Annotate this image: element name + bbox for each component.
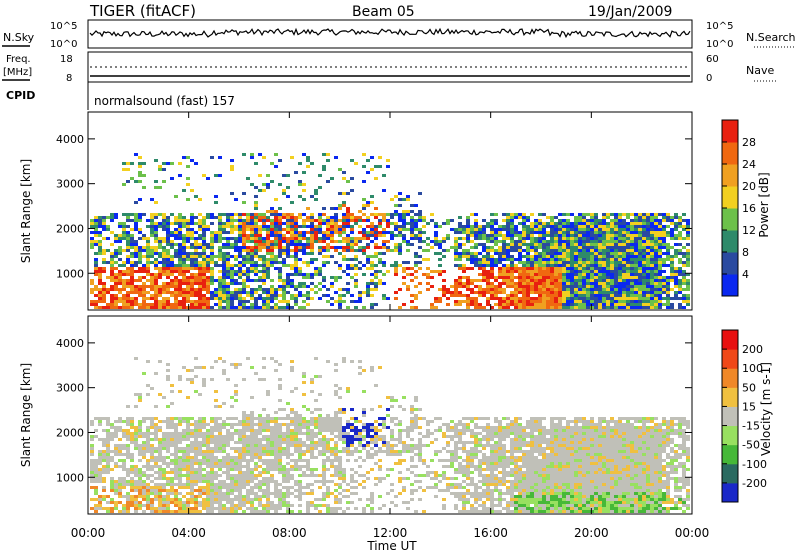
x-tick-label: 08:00 (272, 526, 307, 540)
x-axis-label: Time UT (366, 539, 417, 553)
colorbar-tick-label: -15 (742, 420, 760, 433)
x-tick-label: 00:00 (71, 526, 106, 540)
y-tick-label: 1000 (56, 267, 84, 280)
nave-label: Nave (746, 64, 774, 77)
nsky-label: N.Sky (3, 31, 35, 44)
colorbar-segment (722, 463, 738, 484)
cpid-label: CPID (6, 89, 35, 102)
colorbar-segment (722, 330, 738, 350)
nsearch-label: N.Search (746, 31, 796, 44)
colorbar-segment (722, 387, 738, 407)
colorbar-segment (722, 274, 738, 297)
beam-title: Beam 05 (352, 4, 415, 20)
y-tick-label: 1000 (56, 471, 84, 484)
velocity-panel: 4000 3000 2000 1000 Slant Range [km] 200 100… (19, 315, 773, 515)
y-tick-label: 2000 (56, 426, 84, 439)
colorbar-tick-label: -50 (742, 439, 760, 452)
colorbar-tick-label: 12 (742, 224, 756, 237)
colorbar-tick-label: 24 (742, 158, 756, 171)
x-tick-label: 00:00 (675, 526, 710, 540)
power-colorbar-label: Power [dB] (757, 172, 771, 237)
colorbar-segment (722, 252, 738, 275)
noise-tick-left-top: 10^5 (50, 21, 77, 32)
x-tick-label: 16:00 (473, 526, 508, 540)
colorbar-segment (722, 164, 738, 187)
colorbar-tick-label: 20 (742, 180, 756, 193)
colorbar-tick-label: 15 (742, 400, 756, 413)
freq-tick-bottom: 8 (66, 73, 72, 84)
colorbar-tick-label: 16 (742, 202, 756, 215)
x-axis: 00:00 04:00 08:00 12:00 16:00 20:00 00:00 (71, 112, 710, 540)
colorbar-tick-label: -200 (742, 477, 767, 490)
cpid-value: normalsound (fast) 157 (94, 94, 235, 108)
velocity-colorbar: 200 100 50 15 -15 -50 -100 -200 (721, 329, 767, 503)
power-colorbar: 28 24 20 16 12 8 4 (721, 119, 756, 297)
colorbar-segment (722, 142, 738, 165)
noise-tick-right-bottom: 10^0 (706, 39, 733, 50)
y-tick-label: 4000 (56, 337, 84, 350)
power-panel: 4000 3000 2000 1000 Slant Range [km] 28 24 20… (19, 111, 771, 311)
x-tick-label: 20:00 (574, 526, 609, 540)
radar-title: TIGER (fitACF) (89, 2, 196, 20)
colorbar-segment (722, 368, 738, 388)
colorbar-segment (722, 349, 738, 369)
colorbar-tick-label: -100 (742, 458, 767, 471)
colorbar-segment (722, 406, 738, 427)
freq-tick-top: 18 (60, 54, 73, 65)
y-tick-label: 3000 (56, 382, 84, 395)
cpid-row: CPID normalsound (fast) 157 (6, 82, 235, 110)
velocity-ylabel: Slant Range [km] (19, 363, 33, 467)
velocity-data (90, 357, 690, 513)
nave-tick-bottom: 0 (706, 73, 712, 84)
colorbar-tick-label: 8 (742, 246, 749, 259)
colorbar-segment (722, 230, 738, 253)
colorbar-tick-label: 4 (742, 268, 749, 281)
colorbar-segment (722, 120, 738, 143)
nave-tick-top: 60 (706, 54, 719, 65)
freq-panel: Freq. [MHz] 18 8 60 0 Nave (2, 51, 778, 84)
freq-label: Freq. (6, 54, 31, 65)
noise-panel: N.Sky 10^5 10^0 10^5 10^0 N.Search (2, 19, 796, 50)
y-tick-label: 4000 (56, 133, 84, 146)
noise-tick-right-top: 10^5 (706, 21, 733, 32)
colorbar-tick-label: 100 (742, 362, 763, 375)
noise-trace (89, 27, 691, 39)
colorbar-tick-label: 50 (742, 381, 756, 394)
colorbar-tick-label: 200 (742, 343, 763, 356)
colorbar-tick-label: 28 (742, 136, 756, 149)
x-tick-label: 04:00 (171, 526, 206, 540)
power-data (90, 153, 690, 309)
y-tick-label: 3000 (56, 178, 84, 191)
x-tick-label: 12:00 (373, 526, 408, 540)
velocity-colorbar-label: Velocity [m s-1] (759, 362, 773, 456)
freq-unit: [MHz] (3, 67, 32, 78)
colorbar-segment (722, 482, 738, 503)
colorbar-segment (722, 444, 738, 465)
y-tick-label: 2000 (56, 222, 84, 235)
power-ylabel: Slant Range [km] (19, 159, 33, 263)
colorbar-segment (722, 186, 738, 209)
colorbar-segment (722, 425, 738, 446)
colorbar-segment (722, 208, 738, 231)
noise-tick-left-bottom: 10^0 (50, 39, 77, 50)
date-title: 19/Jan/2009 (588, 4, 672, 20)
